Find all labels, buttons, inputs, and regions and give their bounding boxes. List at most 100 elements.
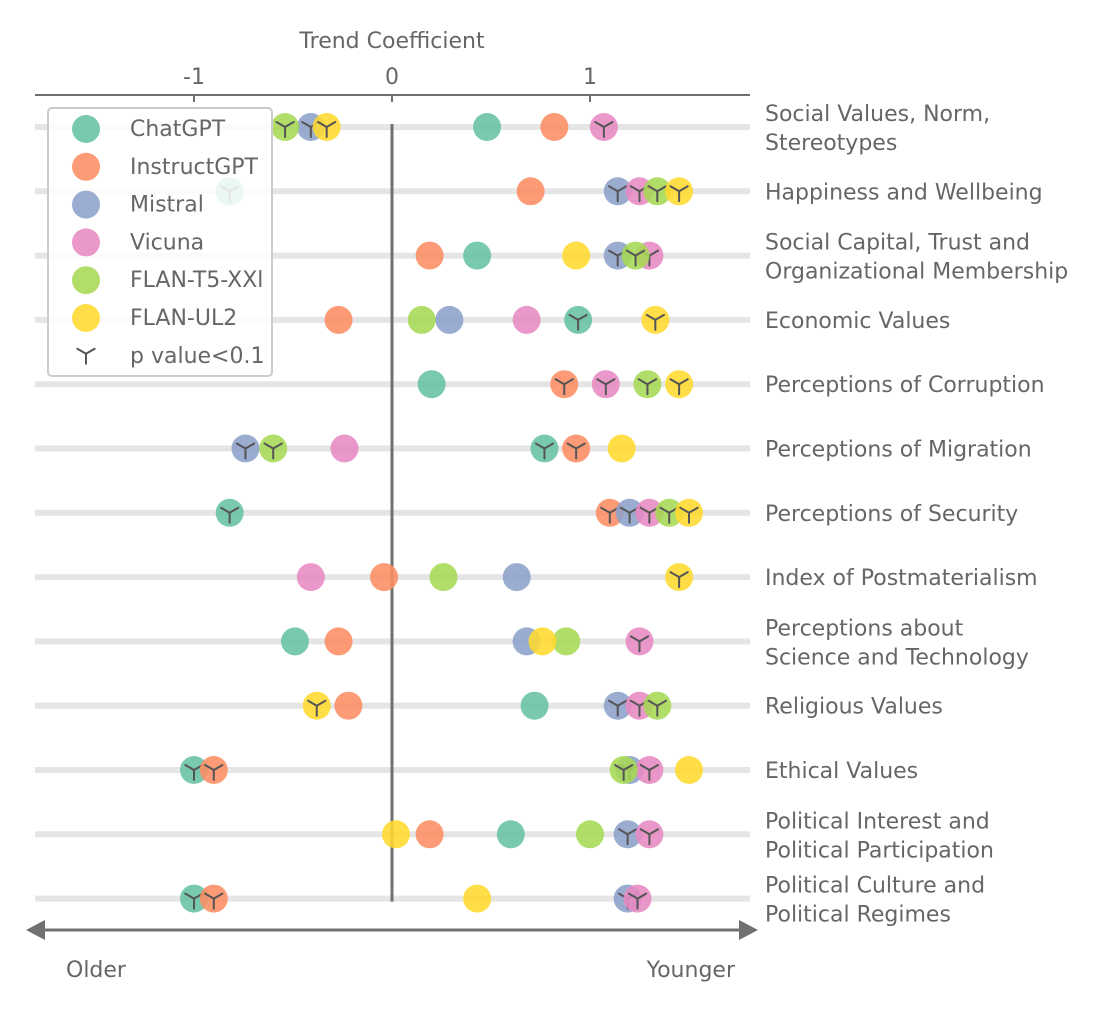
point-flan-ul2 bbox=[381, 820, 410, 849]
significance-mark-stroke bbox=[575, 442, 586, 450]
significance-mark bbox=[568, 313, 588, 331]
point-vicuna bbox=[512, 305, 541, 334]
legend-label: p value<0.1 bbox=[130, 344, 264, 369]
significance-mark bbox=[204, 764, 224, 781]
legend-box bbox=[47, 107, 273, 377]
significance-mark-stroke bbox=[629, 185, 641, 193]
category-label-line: Stereotypes bbox=[765, 131, 897, 156]
significance-mark-stroke bbox=[659, 506, 671, 514]
significance-mark-stroke bbox=[646, 378, 658, 386]
arrow-right-icon bbox=[739, 920, 758, 940]
significance-mark-stroke bbox=[284, 121, 295, 128]
significance-mark-stroke bbox=[604, 378, 616, 386]
category-label-line: Political Regimes bbox=[765, 903, 951, 928]
significance-mark-stroke bbox=[629, 699, 641, 707]
significance-mark-stroke bbox=[619, 506, 631, 514]
category-label-line: Perceptions about bbox=[765, 616, 964, 641]
significance-mark-stroke bbox=[614, 764, 625, 771]
point-mistral bbox=[435, 305, 464, 334]
significance-mark-stroke bbox=[616, 699, 628, 707]
arrow-left-icon bbox=[26, 920, 45, 940]
significance-mark-stroke bbox=[647, 185, 659, 193]
point-flan-ul2 bbox=[675, 756, 703, 784]
significance-mark bbox=[639, 764, 660, 781]
significance-mark-stroke bbox=[235, 442, 247, 450]
significance-mark-stroke bbox=[307, 699, 318, 707]
category-label: Social Capital, Trust and Organizational … bbox=[765, 231, 1068, 285]
significance-mark-stroke bbox=[679, 506, 690, 514]
legend-swatch bbox=[72, 228, 100, 257]
significance-mark bbox=[596, 378, 616, 396]
significance-mark-stroke bbox=[275, 121, 287, 128]
significance-mark-stroke bbox=[629, 635, 641, 643]
younger-label: Younger bbox=[646, 958, 736, 983]
category-label-line: Political Culture and bbox=[765, 874, 985, 899]
significance-mark bbox=[669, 378, 689, 396]
significance-mark-stroke bbox=[315, 699, 327, 707]
point-flan-t5-xxl bbox=[552, 627, 581, 656]
legend: ChatGPT InstructGPT Mistral Vicuna FLAN-T5-X… bbox=[47, 107, 273, 377]
significance-mark-stroke bbox=[639, 764, 651, 771]
significance-mark bbox=[608, 699, 628, 717]
point-instructgpt bbox=[324, 627, 353, 656]
significance-mark-stroke bbox=[568, 313, 580, 321]
point-flan-t5-xxl bbox=[576, 820, 604, 849]
significance-mark-stroke bbox=[272, 442, 283, 450]
significance-mark-stroke bbox=[669, 378, 681, 386]
point-flan-t5-xxl bbox=[429, 563, 458, 592]
significance-mark bbox=[204, 892, 224, 910]
significance-mark-stroke bbox=[616, 185, 628, 193]
category-label-line: Perceptions of Corruption bbox=[765, 373, 1045, 398]
significance-mark-stroke bbox=[608, 249, 619, 257]
significance-mark-stroke bbox=[669, 571, 681, 579]
category-label-line: Economic Values bbox=[765, 309, 950, 334]
x-tick-label: -1 bbox=[183, 65, 205, 90]
significance-mark-stroke bbox=[244, 442, 256, 450]
significance-mark-stroke bbox=[625, 249, 637, 257]
category-label: Perceptions of Security bbox=[765, 502, 1018, 527]
category-label-line: Social Capital, Trust and bbox=[765, 231, 1030, 256]
significance-mark-stroke bbox=[637, 378, 649, 386]
older-label: Older bbox=[66, 958, 127, 983]
significance-mark-stroke bbox=[678, 571, 689, 579]
significance-mark bbox=[637, 378, 658, 396]
significance-mark bbox=[594, 121, 614, 138]
significance-mark bbox=[647, 185, 667, 203]
significance-mark bbox=[629, 635, 650, 653]
significance-mark-stroke bbox=[228, 506, 240, 514]
point-flan-ul2 bbox=[562, 241, 591, 270]
significance-mark-stroke bbox=[219, 506, 231, 514]
significance-mark bbox=[614, 764, 634, 781]
point-flan-ul2 bbox=[463, 884, 492, 913]
point-chatgpt bbox=[417, 370, 446, 399]
significance-mark-stroke bbox=[554, 378, 566, 386]
point-mistral bbox=[502, 563, 531, 592]
significance-mark bbox=[608, 185, 628, 203]
significance-mark bbox=[317, 121, 337, 138]
point-chatgpt bbox=[280, 627, 309, 656]
legend-label: ChatGPT bbox=[130, 117, 226, 142]
significance-mark-stroke bbox=[184, 764, 195, 771]
significance-mark-stroke bbox=[678, 185, 689, 193]
legend-swatch bbox=[72, 304, 100, 332]
significance-mark-stroke bbox=[596, 378, 607, 386]
significance-mark-stroke bbox=[639, 506, 651, 514]
significance-mark-stroke bbox=[634, 249, 646, 257]
category-label-line: Ethical Values bbox=[765, 759, 918, 784]
significance-mark bbox=[669, 571, 689, 589]
point-chatgpt bbox=[496, 820, 525, 849]
direction-arrow bbox=[26, 920, 758, 940]
point-instructgpt bbox=[334, 691, 363, 720]
point-instructgpt bbox=[415, 820, 444, 849]
significance-mark bbox=[639, 828, 660, 846]
point-instructgpt bbox=[324, 305, 353, 334]
significance-mark bbox=[679, 506, 699, 524]
legend-swatch bbox=[72, 152, 100, 181]
category-label: Economic Values bbox=[765, 309, 950, 334]
category-label-line: Organizational Membership bbox=[765, 260, 1068, 285]
significance-mark bbox=[235, 442, 256, 460]
significance-mark-stroke bbox=[626, 828, 638, 836]
legend-significance-mark-stroke bbox=[76, 347, 87, 355]
significance-mark bbox=[554, 378, 574, 396]
category-label: Political Culture and Political Regimes bbox=[765, 874, 985, 928]
